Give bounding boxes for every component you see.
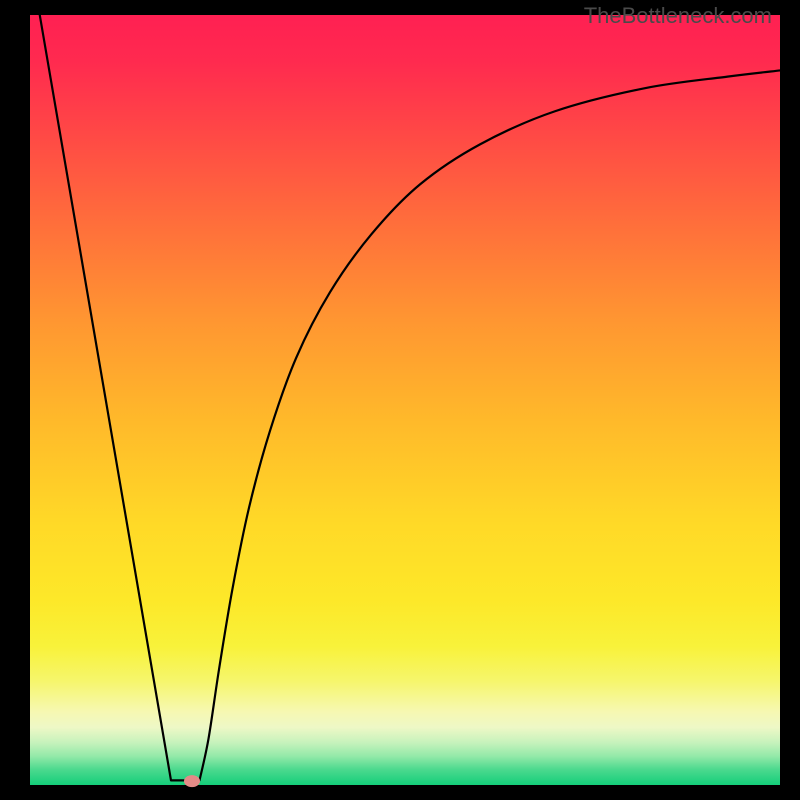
bottleneck-curve bbox=[40, 15, 780, 780]
chart-container: TheBottleneck.com bbox=[0, 0, 800, 800]
chart-svg-layer bbox=[0, 0, 800, 800]
trough-marker bbox=[184, 775, 200, 787]
watermark-text: TheBottleneck.com bbox=[584, 3, 772, 29]
